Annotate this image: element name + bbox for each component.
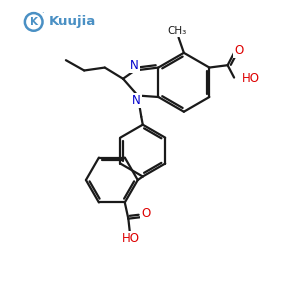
Text: O: O [234,44,243,57]
Text: N: N [130,59,139,72]
Text: Kuujia: Kuujia [49,15,96,28]
Text: K: K [30,17,38,27]
Text: CH₃: CH₃ [167,26,187,36]
Text: ·: · [41,9,44,18]
Text: N: N [132,94,141,107]
Text: O: O [141,207,151,220]
Text: HO: HO [242,72,260,85]
Text: HO: HO [122,232,140,245]
